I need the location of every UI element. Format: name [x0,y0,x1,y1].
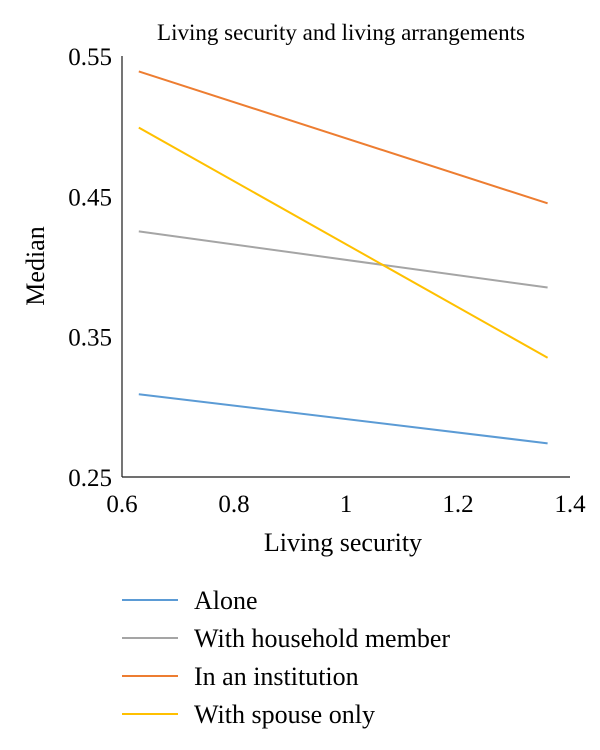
chart-legend: Alone With household member In an institut… [122,586,450,729]
series-line-alone [138,393,548,445]
legend-item-with-household-member: With household member [122,624,450,653]
series-line-with-household-member [138,230,548,289]
legend-label: With spouse only [194,700,375,729]
y-tick-label: 0.45 [68,184,112,211]
legend-label: Alone [194,586,258,615]
x-tick-label: 0.6 [106,491,137,518]
plot-area [121,56,570,478]
x-tick-label: 1 [340,491,353,518]
y-tick-label: 0.25 [68,465,112,492]
legend-label: In an institution [194,662,359,691]
series-line-with-spouse-only [138,126,549,359]
y-axis-title: Median [21,226,50,305]
y-tick-labels: 0.25 0.35 0.45 0.55 [68,44,112,492]
x-tick-label: 1.4 [554,491,586,518]
x-tick-labels: 0.6 0.8 1 1.2 1.4 [106,491,586,518]
x-tick-label: 1.2 [442,491,473,518]
y-tick-label: 0.35 [68,325,112,352]
legend-item-in-an-institution: In an institution [122,662,359,691]
chart-title: Living security and living arrangements [157,20,525,45]
x-tick-label: 0.8 [218,491,249,518]
y-tick-label: 0.55 [68,44,112,71]
series-line-in-an-institution [138,70,548,205]
legend-item-with-spouse-only: With spouse only [122,700,375,729]
legend-label: With household member [194,624,450,653]
series-lines [138,70,549,445]
x-axis-title: Living security [264,528,422,557]
legend-item-alone: Alone [122,586,258,615]
